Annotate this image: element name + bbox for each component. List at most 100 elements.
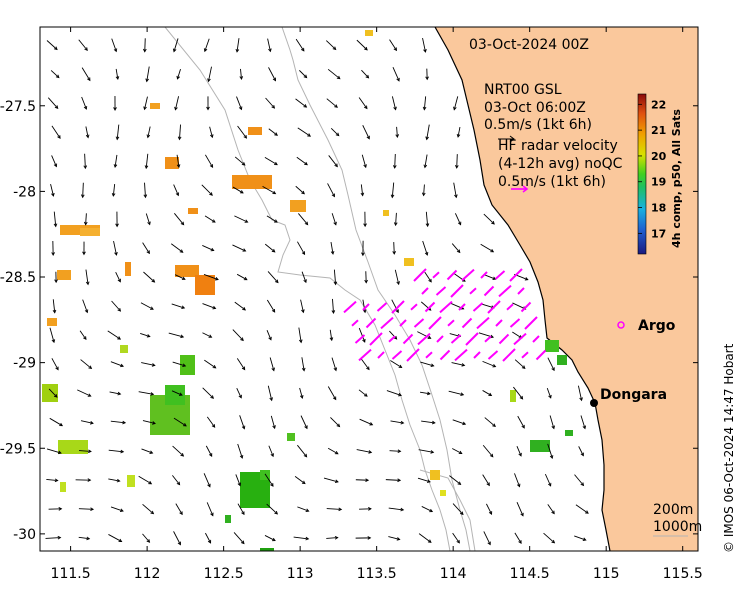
sst-patch	[165, 157, 179, 169]
model-arrow-head	[456, 133, 461, 138]
model-arrow-head	[333, 367, 338, 372]
model-arrow	[177, 69, 181, 79]
model-arrow	[53, 211, 57, 227]
sst-patch	[58, 440, 88, 454]
model-arrow-head	[53, 163, 58, 168]
model-arrow	[297, 127, 311, 137]
model-arrow	[394, 154, 396, 168]
model-arrow-head	[240, 540, 245, 545]
model-arrow-head	[52, 309, 57, 314]
model-arrow	[109, 391, 121, 395]
model-arrow	[480, 243, 494, 253]
model-arrow	[323, 477, 339, 483]
model-arrow	[358, 327, 366, 343]
model-arrow	[81, 96, 87, 110]
legend-model-arrow-head	[509, 135, 515, 143]
model-arrow	[517, 415, 525, 429]
model-arrow	[483, 531, 491, 545]
model-arrow	[268, 67, 276, 81]
model-arrow-head	[392, 251, 396, 255]
model-arrow-head	[331, 310, 336, 314]
sst-patch	[175, 265, 199, 277]
model-arrow-head	[241, 511, 245, 516]
radar-arrow	[439, 349, 451, 361]
model-arrow	[82, 182, 84, 198]
model-arrow	[424, 271, 432, 283]
model-arrow-head	[396, 537, 401, 541]
model-arrow-head	[83, 336, 87, 341]
model-arrow	[205, 445, 213, 457]
radar-arrow	[376, 302, 388, 312]
model-arrow	[330, 241, 334, 255]
model-arrow-head	[329, 337, 334, 342]
model-arrow-head	[207, 78, 211, 83]
model-arrow-head	[55, 366, 59, 371]
model-arrow-head	[367, 536, 372, 540]
model-arrow-head	[330, 250, 335, 255]
model-arrow-head	[59, 422, 64, 427]
model-arrow-head	[55, 74, 60, 79]
model-arrow	[266, 503, 278, 515]
radar-arrow	[402, 333, 414, 345]
radar-arrow	[424, 301, 436, 313]
radar-arrow	[502, 348, 516, 362]
model-arrow	[300, 299, 304, 313]
radar-arrow	[521, 351, 529, 359]
colorbar-gradient	[637, 93, 647, 255]
sst-patch	[290, 200, 306, 212]
model-arrow	[358, 97, 368, 109]
model-arrow-head	[146, 334, 151, 338]
model-arrow-head	[116, 478, 121, 483]
model-arrow	[327, 68, 341, 80]
model-arrow-head	[488, 392, 493, 397]
model-arrow	[448, 390, 464, 396]
model-arrow	[389, 450, 401, 452]
model-arrow-head	[150, 510, 155, 515]
model-arrow-head	[426, 479, 431, 483]
model-arrow-head	[113, 164, 118, 168]
model-arrow-head	[334, 479, 339, 484]
sst-patch	[365, 30, 373, 36]
model-arrow	[421, 506, 433, 512]
model-arrow	[514, 359, 526, 369]
model-arrow-head	[175, 192, 180, 197]
model-arrow	[113, 240, 117, 256]
model-arrow	[80, 359, 92, 369]
model-arrow-head	[152, 421, 156, 425]
radar-arrow	[461, 317, 473, 329]
model-arrow-head	[209, 134, 214, 139]
radar-arrow	[369, 332, 383, 346]
model-arrow	[332, 298, 334, 314]
model-arrow	[486, 503, 492, 515]
model-arrow	[388, 536, 400, 540]
model-arrow-head	[303, 74, 308, 79]
model-arrow	[240, 68, 242, 80]
model-arrow	[114, 154, 118, 168]
model-arrow	[203, 473, 211, 487]
model-arrow-head	[274, 219, 278, 223]
model-arrow	[294, 476, 306, 484]
model-arrow	[327, 183, 335, 197]
model-arrow	[330, 128, 340, 136]
model-arrow	[423, 184, 425, 196]
model-arrow	[482, 474, 490, 486]
radar-arrow	[498, 284, 512, 298]
model-arrow-head	[362, 309, 367, 314]
model-arrow-head	[176, 481, 181, 486]
model-arrow-head	[178, 392, 183, 396]
model-arrow	[204, 38, 210, 52]
sst-patch	[60, 482, 66, 492]
x-tick-label: 115	[593, 566, 620, 582]
model-arrow	[299, 387, 303, 399]
model-arrow	[422, 240, 428, 256]
model-arrow-head	[84, 309, 89, 314]
model-arrow-head	[362, 338, 366, 343]
model-arrow-head	[269, 397, 273, 402]
x-tick-label: 113	[287, 566, 314, 582]
model-arrow	[451, 243, 461, 253]
model-arrow-head	[274, 279, 279, 284]
radar-arrow	[454, 348, 468, 362]
model-arrow-head	[180, 221, 185, 226]
model-arrow-head	[303, 104, 308, 108]
model-arrow	[516, 502, 524, 516]
